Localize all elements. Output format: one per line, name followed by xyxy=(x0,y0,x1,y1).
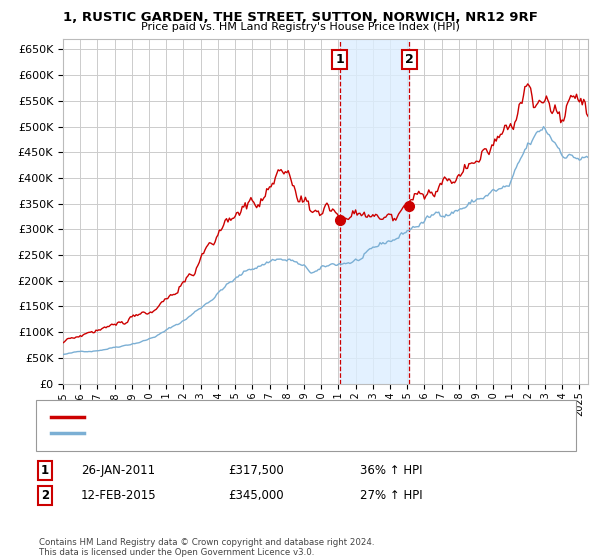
Text: 1, RUSTIC GARDEN, THE STREET, SUTTON, NORWICH, NR12 9RF: 1, RUSTIC GARDEN, THE STREET, SUTTON, NO… xyxy=(62,11,538,24)
Text: 1: 1 xyxy=(335,53,344,66)
Text: HPI: Average price, detached house, North Norfolk: HPI: Average price, detached house, Nort… xyxy=(90,428,353,438)
Text: 26-JAN-2011: 26-JAN-2011 xyxy=(81,464,155,477)
Text: £317,500: £317,500 xyxy=(228,464,284,477)
Text: 2: 2 xyxy=(405,53,414,66)
Text: 1, RUSTIC GARDEN, THE STREET, SUTTON, NORWICH, NR12 9RF (detached house): 1, RUSTIC GARDEN, THE STREET, SUTTON, NO… xyxy=(90,412,518,422)
Text: £345,000: £345,000 xyxy=(228,489,284,502)
Text: 12-FEB-2015: 12-FEB-2015 xyxy=(81,489,157,502)
Text: 27% ↑ HPI: 27% ↑ HPI xyxy=(360,489,422,502)
Text: 36% ↑ HPI: 36% ↑ HPI xyxy=(360,464,422,477)
Bar xyxy=(340,39,409,384)
Text: 2: 2 xyxy=(41,489,49,502)
Text: 1: 1 xyxy=(41,464,49,477)
Text: Contains HM Land Registry data © Crown copyright and database right 2024.
This d: Contains HM Land Registry data © Crown c… xyxy=(39,538,374,557)
Text: Price paid vs. HM Land Registry's House Price Index (HPI): Price paid vs. HM Land Registry's House … xyxy=(140,22,460,32)
